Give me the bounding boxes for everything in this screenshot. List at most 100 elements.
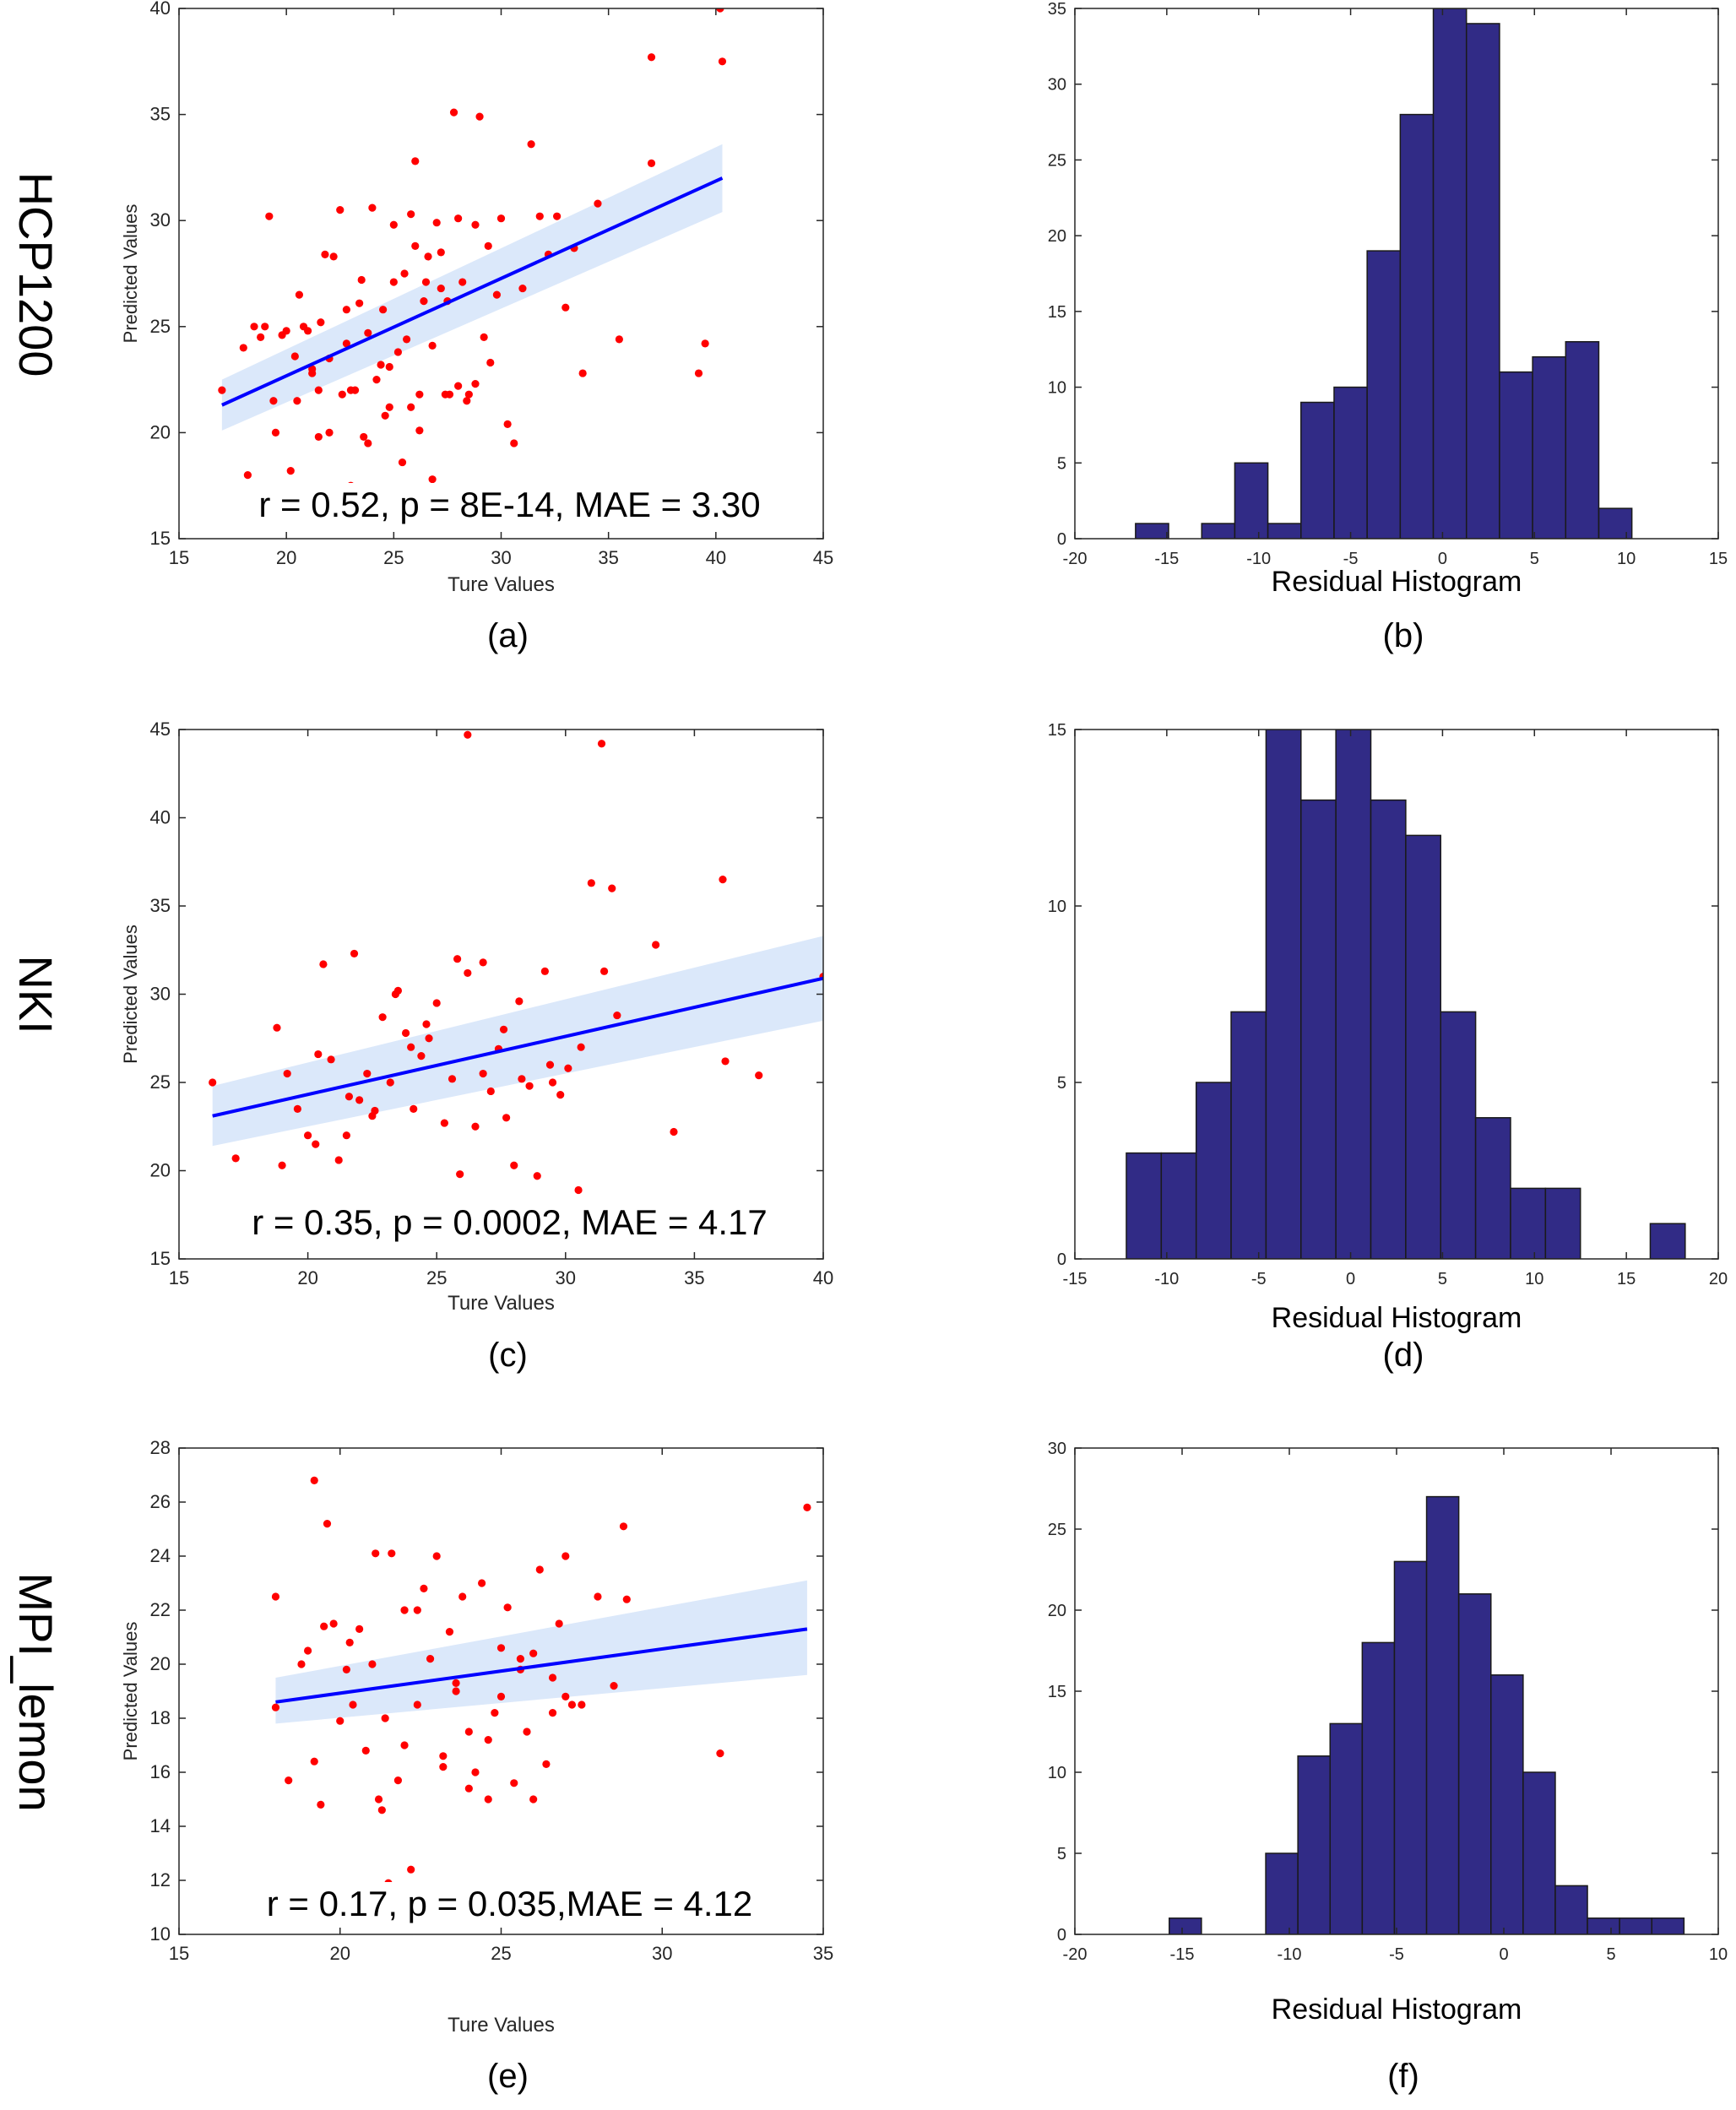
data-point xyxy=(491,1709,499,1717)
stats-annotation: r = 0.17, p = 0.035,MAE = 4.12 xyxy=(267,1884,753,1923)
data-point xyxy=(400,269,409,278)
data-point xyxy=(441,390,449,399)
x-tick-label: 5 xyxy=(1438,1270,1447,1288)
data-point xyxy=(368,1660,377,1668)
data-point xyxy=(312,1140,320,1148)
y-tick-label: 40 xyxy=(150,0,171,19)
data-point xyxy=(372,1549,380,1558)
data-point xyxy=(413,1700,421,1709)
histogram-bar xyxy=(1160,1152,1197,1259)
y-tick-label: 30 xyxy=(150,984,171,1005)
data-point xyxy=(360,432,368,442)
histogram-bar xyxy=(1265,730,1302,1259)
data-point xyxy=(393,348,403,356)
data-point xyxy=(342,306,350,314)
data-point xyxy=(385,362,393,372)
data-point xyxy=(338,390,346,399)
x-tick-label: 10 xyxy=(1525,1270,1543,1288)
data-point xyxy=(716,8,724,13)
y-tick-label: 5 xyxy=(1057,1074,1066,1093)
y-tick-label: 22 xyxy=(150,1599,171,1620)
data-point xyxy=(415,426,424,435)
row-label: HCP1200 xyxy=(9,172,62,377)
histogram-bar xyxy=(1432,8,1467,539)
row-labels: HCP1200 NKI MPI_lemon xyxy=(9,172,62,1812)
x-axis-label: Residual Histogram xyxy=(1272,566,1522,598)
y-tick-label: 35 xyxy=(150,895,171,916)
data-point xyxy=(535,1565,544,1574)
data-point xyxy=(308,369,317,377)
data-point xyxy=(448,1075,457,1083)
data-point xyxy=(304,327,312,335)
histogram-bar xyxy=(1361,1641,1396,1934)
data-point xyxy=(336,206,344,214)
data-point xyxy=(437,284,445,293)
x-tick-label: -10 xyxy=(1246,550,1271,568)
histogram-bar xyxy=(1554,1885,1588,1934)
x-tick-label: 20 xyxy=(297,1267,317,1288)
histogram-bar xyxy=(1405,834,1442,1259)
data-point xyxy=(486,1087,495,1096)
data-point xyxy=(492,290,502,299)
histogram-bar xyxy=(1522,1771,1556,1934)
data-point xyxy=(388,1549,396,1558)
data-point xyxy=(647,53,656,62)
x-tick-label: 30 xyxy=(556,1267,576,1288)
panel-label: (a) xyxy=(487,617,529,654)
y-tick-label: 26 xyxy=(150,1491,171,1512)
plot-area xyxy=(271,1476,811,1887)
data-point xyxy=(542,1760,551,1768)
data-point xyxy=(523,1728,531,1736)
fit-line xyxy=(275,1627,808,1704)
y-tick-label: 20 xyxy=(150,1160,171,1181)
x-tick-label: 30 xyxy=(491,547,511,568)
x-axis-label: Ture Values xyxy=(448,2014,555,2037)
histogram-bar xyxy=(1587,1917,1620,1934)
data-point xyxy=(561,303,570,312)
histogram-bar xyxy=(1300,799,1337,1259)
y-tick-label: 20 xyxy=(1048,227,1066,246)
data-point xyxy=(561,1552,570,1560)
data-point xyxy=(314,1050,323,1059)
x-tick-label: 15 xyxy=(1709,550,1728,568)
data-point xyxy=(496,214,506,223)
data-point xyxy=(378,1013,387,1022)
data-point xyxy=(529,1795,538,1804)
data-point xyxy=(486,358,495,367)
x-tick-label: 25 xyxy=(383,547,404,568)
data-point xyxy=(319,960,328,968)
data-point xyxy=(261,323,269,331)
panels: r = 0.52, p = 8E-14, MAE = 3.30 Predicted… xyxy=(120,0,1728,2095)
data-point xyxy=(510,1161,518,1169)
data-point xyxy=(357,275,366,285)
data-point xyxy=(314,432,323,442)
x-tick-label: 45 xyxy=(813,547,833,568)
data-point xyxy=(594,199,602,208)
data-point xyxy=(484,1795,492,1804)
y-tick-label: 5 xyxy=(1057,454,1066,473)
x-tick-label: 35 xyxy=(813,1943,833,1964)
data-point xyxy=(578,1700,586,1709)
histogram-bar xyxy=(1440,1011,1477,1259)
data-point xyxy=(402,335,411,344)
data-point xyxy=(385,403,393,411)
data-point xyxy=(391,990,399,999)
histogram-bar xyxy=(1399,113,1435,539)
data-point xyxy=(458,278,467,286)
data-point xyxy=(363,1069,372,1078)
data-point xyxy=(503,1603,512,1612)
data-point xyxy=(719,876,727,884)
x-tick-label: 20 xyxy=(1709,1270,1728,1288)
histogram-bar xyxy=(1333,386,1368,539)
y-tick-label: 0 xyxy=(1057,530,1066,549)
y-tick-label: 15 xyxy=(1048,1683,1066,1701)
x-axis-label: Residual Histogram xyxy=(1272,1302,1522,1334)
data-point xyxy=(471,1122,480,1131)
plot-area xyxy=(1169,1495,1685,1934)
data-point xyxy=(510,1779,518,1787)
data-point xyxy=(421,278,431,286)
y-tick-label: 25 xyxy=(1048,1521,1066,1539)
data-point xyxy=(803,1503,811,1511)
data-point xyxy=(417,1052,426,1060)
data-point xyxy=(374,1795,383,1804)
